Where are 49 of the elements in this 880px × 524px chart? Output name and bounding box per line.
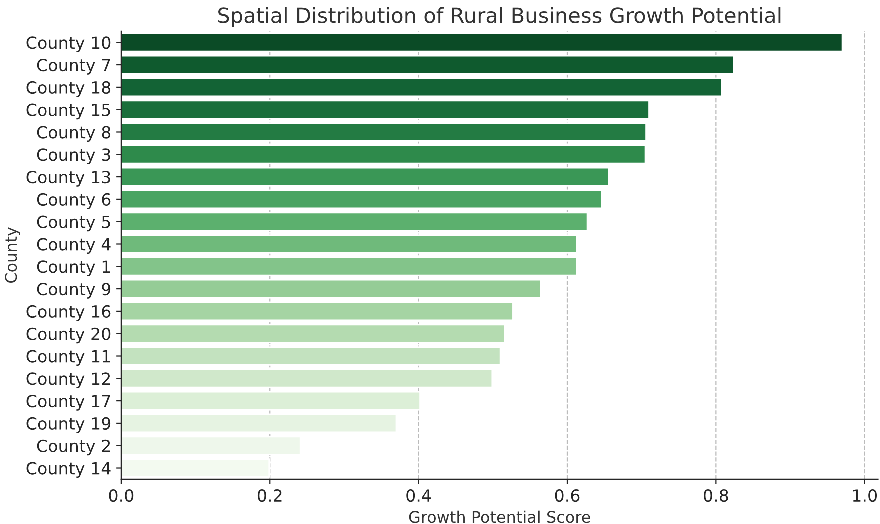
y-tick-label: County 3: [37, 148, 110, 164]
y-tick-label: County 13: [26, 171, 110, 187]
bar: [121, 78, 723, 98]
y-tick-label: County 14: [26, 462, 111, 478]
bar: [121, 212, 588, 232]
bar: [121, 190, 602, 210]
y-tick-label: County 9: [37, 283, 111, 299]
x-tick-label: 0.4: [406, 489, 432, 502]
y-tick-label: County 11: [26, 350, 110, 366]
bar: [121, 122, 647, 142]
bar: [121, 302, 514, 322]
bar: [121, 256, 578, 276]
y-tick-label: County 1: [37, 260, 110, 276]
bar: [121, 167, 610, 187]
y-tick-label: County 4: [37, 238, 111, 254]
y-tick-label: County 19: [26, 417, 111, 434]
y-tick-label: County 10: [26, 36, 111, 52]
bar: [121, 234, 578, 254]
x-tick-label: 0.0: [109, 489, 134, 502]
bar: [121, 414, 398, 434]
y-axis-title: County: [5, 227, 20, 283]
x-tick-label: 0.2: [258, 489, 282, 502]
bar: [121, 100, 650, 120]
x-axis-title: Growth Potential Score: [409, 510, 590, 524]
bar: [121, 458, 270, 478]
bar: [121, 144, 646, 164]
bar: [121, 369, 494, 388]
y-tick-label: County 8: [37, 126, 111, 142]
bar: [121, 391, 421, 411]
y-tick-label: County 20: [26, 328, 111, 344]
bar: [121, 346, 502, 366]
y-tick-label: County 18: [26, 81, 111, 98]
bar: [121, 324, 506, 344]
bar: [121, 55, 735, 75]
x-tick-label: 1.0: [853, 489, 878, 502]
y-tick-label: County 7: [37, 59, 110, 75]
y-tick-label: County 15: [26, 104, 110, 120]
x-tick-label: 0.6: [555, 489, 580, 502]
bar: [121, 32, 844, 52]
chart-title: Spatial Distribution of Rural Business Growth Potential: [218, 7, 781, 28]
y-tick-label: County 12: [26, 372, 110, 388]
y-tick-label: County 6: [37, 193, 111, 210]
y-tick-label: County 2: [37, 440, 110, 456]
y-tick-label: County 16: [26, 305, 111, 322]
y-tick-label: County 5: [37, 216, 110, 232]
x-tick-label: 0.8: [704, 489, 728, 502]
y-tick-label: County 17: [26, 395, 110, 411]
bar: [121, 436, 302, 456]
bar: [121, 279, 542, 299]
